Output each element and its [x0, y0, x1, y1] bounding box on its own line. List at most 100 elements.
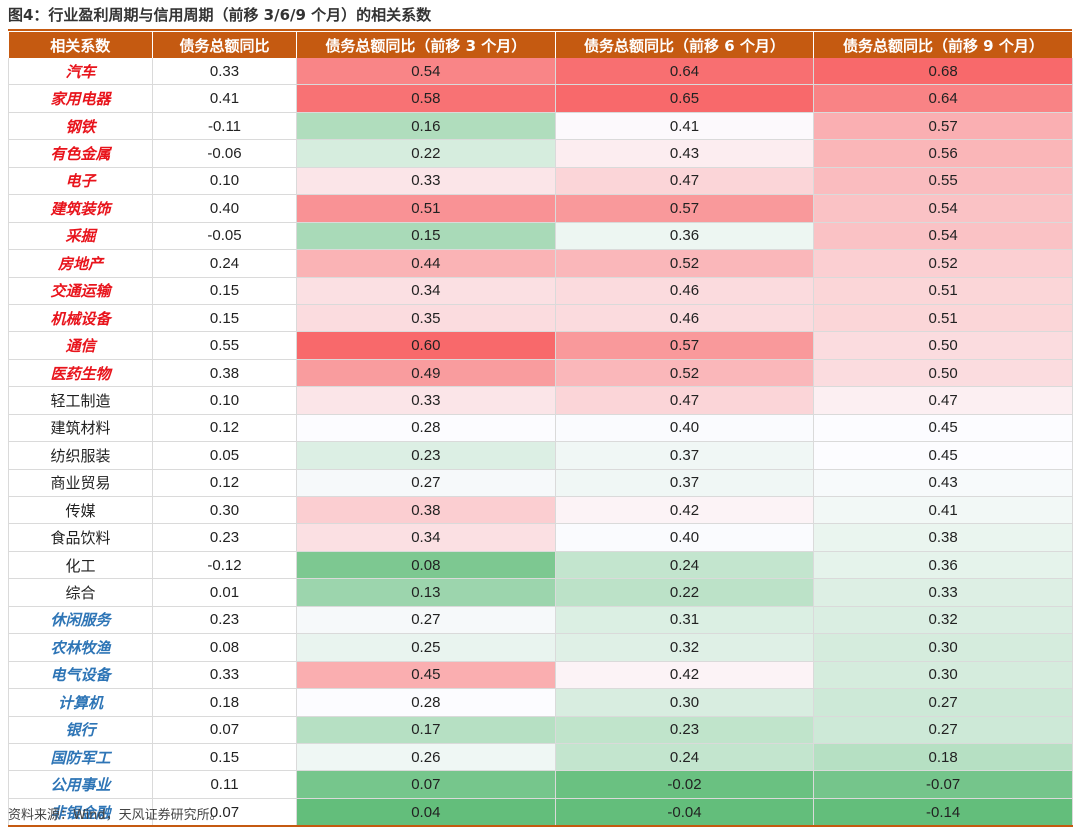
value-debt-yoy-lead-6: 0.57 — [555, 331, 815, 360]
value-debt-yoy-lead-6: 0.32 — [555, 633, 815, 662]
table-row: 建筑装饰 0.40 0.51 0.57 0.54 — [8, 194, 1073, 223]
value-debt-yoy-lead-6: 0.65 — [555, 84, 815, 113]
value-debt-yoy-lead-3: 0.16 — [296, 112, 556, 141]
value-debt-yoy-lead-6: 0.42 — [555, 661, 815, 690]
table-row: 银行 0.07 0.17 0.23 0.27 — [8, 716, 1073, 744]
value-debt-yoy-lead-3: 0.54 — [296, 58, 556, 86]
value-debt-yoy-lead-3: 0.28 — [296, 688, 556, 717]
value-debt-yoy-lead-3: 0.34 — [296, 277, 556, 305]
industry-name: 计算机 — [8, 688, 153, 717]
industry-name: 银行 — [8, 716, 153, 744]
figure-title: 图4：行业盈利周期与信用周期（前移 3/6/9 个月）的相关系数 — [8, 6, 432, 24]
value-debt-yoy-lead-3: 0.15 — [296, 222, 556, 251]
table-row: 电气设备 0.33 0.45 0.42 0.30 — [8, 661, 1073, 690]
value-debt-yoy-lead-3: 0.51 — [296, 194, 556, 223]
industry-name: 通信 — [8, 331, 153, 360]
industry-name: 非银金融 — [8, 798, 153, 828]
table-row: 采掘 -0.05 0.15 0.36 0.54 — [8, 222, 1073, 251]
value-debt-yoy-lead-9: 0.33 — [813, 578, 1073, 607]
value-debt-yoy-lead-6: 0.57 — [555, 194, 815, 223]
value-debt-yoy-lead-3: 0.27 — [296, 469, 556, 498]
value-debt-yoy-lead-3: 0.33 — [296, 167, 556, 196]
value-debt-yoy-lead-6: 0.40 — [555, 523, 815, 552]
value-debt-yoy-lead-9: 0.47 — [813, 386, 1073, 415]
table-row: 计算机 0.18 0.28 0.30 0.27 — [8, 688, 1073, 717]
value-debt-yoy-lead-9: 0.54 — [813, 194, 1073, 223]
value-debt-yoy: 0.12 — [152, 469, 297, 498]
industry-name: 轻工制造 — [8, 386, 153, 415]
value-debt-yoy-lead-9: 0.45 — [813, 441, 1073, 470]
value-debt-yoy-lead-9: 0.18 — [813, 743, 1073, 772]
value-debt-yoy-lead-6: 0.23 — [555, 716, 815, 744]
table-row: 传媒 0.30 0.38 0.42 0.41 — [8, 496, 1073, 525]
value-debt-yoy-lead-3: 0.04 — [296, 798, 556, 828]
value-debt-yoy-lead-9: 0.57 — [813, 112, 1073, 141]
value-debt-yoy-lead-3: 0.08 — [296, 551, 556, 580]
table-row: 非银金融 0.07 0.04 -0.04 -0.14 — [8, 798, 1073, 828]
table-row: 纺织服装 0.05 0.23 0.37 0.45 — [8, 441, 1073, 470]
value-debt-yoy: -0.05 — [152, 222, 297, 251]
value-debt-yoy: 0.40 — [152, 194, 297, 223]
industry-name: 公用事业 — [8, 770, 153, 799]
value-debt-yoy-lead-9: -0.14 — [813, 798, 1073, 828]
value-debt-yoy-lead-6: 0.24 — [555, 551, 815, 580]
value-debt-yoy-lead-6: 0.37 — [555, 441, 815, 470]
industry-name: 汽车 — [8, 58, 153, 86]
value-debt-yoy-lead-3: 0.60 — [296, 331, 556, 360]
industry-name: 采掘 — [8, 222, 153, 251]
value-debt-yoy: 0.07 — [152, 798, 297, 828]
correlation-table: 相关系数 债务总额同比 债务总额同比（前移 3 个月） 债务总额同比（前移 6 … — [8, 32, 1073, 828]
industry-name: 有色金属 — [8, 139, 153, 168]
value-debt-yoy-lead-6: 0.52 — [555, 359, 815, 388]
value-debt-yoy-lead-9: 0.64 — [813, 84, 1073, 113]
value-debt-yoy: 0.15 — [152, 743, 297, 772]
table-row: 农林牧渔 0.08 0.25 0.32 0.30 — [8, 633, 1073, 662]
value-debt-yoy: -0.12 — [152, 551, 297, 580]
value-debt-yoy-lead-6: 0.22 — [555, 578, 815, 607]
value-debt-yoy: 0.23 — [152, 523, 297, 552]
value-debt-yoy-lead-6: 0.24 — [555, 743, 815, 772]
industry-name: 家用电器 — [8, 84, 153, 113]
value-debt-yoy-lead-9: 0.51 — [813, 277, 1073, 305]
value-debt-yoy-lead-3: 0.13 — [296, 578, 556, 607]
value-debt-yoy: 0.07 — [152, 716, 297, 744]
value-debt-yoy-lead-3: 0.45 — [296, 661, 556, 690]
value-debt-yoy: 0.10 — [152, 386, 297, 415]
industry-name: 休闲服务 — [8, 606, 153, 635]
industry-name: 传媒 — [8, 496, 153, 525]
value-debt-yoy-lead-9: 0.30 — [813, 661, 1073, 690]
table-row: 化工 -0.12 0.08 0.24 0.36 — [8, 551, 1073, 580]
table-row: 家用电器 0.41 0.58 0.65 0.64 — [8, 84, 1073, 113]
value-debt-yoy-lead-6: 0.43 — [555, 139, 815, 168]
value-debt-yoy-lead-3: 0.49 — [296, 359, 556, 388]
value-debt-yoy-lead-9: 0.68 — [813, 58, 1073, 86]
industry-name: 综合 — [8, 578, 153, 607]
value-debt-yoy: 0.38 — [152, 359, 297, 388]
value-debt-yoy-lead-6: 0.37 — [555, 469, 815, 498]
value-debt-yoy-lead-3: 0.22 — [296, 139, 556, 168]
value-debt-yoy: 0.15 — [152, 304, 297, 333]
table-row: 机械设备 0.15 0.35 0.46 0.51 — [8, 304, 1073, 333]
industry-name: 房地产 — [8, 249, 153, 278]
industry-name: 机械设备 — [8, 304, 153, 333]
table-row: 休闲服务 0.23 0.27 0.31 0.32 — [8, 606, 1073, 635]
value-debt-yoy-lead-3: 0.27 — [296, 606, 556, 635]
table-row: 钢铁 -0.11 0.16 0.41 0.57 — [8, 112, 1073, 141]
value-debt-yoy-lead-3: 0.44 — [296, 249, 556, 278]
value-debt-yoy-lead-3: 0.23 — [296, 441, 556, 470]
value-debt-yoy-lead-3: 0.25 — [296, 633, 556, 662]
value-debt-yoy-lead-6: 0.40 — [555, 414, 815, 443]
value-debt-yoy: 0.41 — [152, 84, 297, 113]
header-row: 相关系数 债务总额同比 债务总额同比（前移 3 个月） 债务总额同比（前移 6 … — [8, 32, 1073, 58]
table-row: 食品饮料 0.23 0.34 0.40 0.38 — [8, 523, 1073, 552]
value-debt-yoy: 0.08 — [152, 633, 297, 662]
value-debt-yoy-lead-9: 0.30 — [813, 633, 1073, 662]
table-row: 公用事业 0.11 0.07 -0.02 -0.07 — [8, 770, 1073, 799]
title-rule — [8, 29, 1072, 31]
value-debt-yoy-lead-9: 0.54 — [813, 222, 1073, 251]
industry-name: 国防军工 — [8, 743, 153, 772]
value-debt-yoy-lead-9: 0.45 — [813, 414, 1073, 443]
industry-name: 农林牧渔 — [8, 633, 153, 662]
value-debt-yoy: 0.05 — [152, 441, 297, 470]
industry-name: 钢铁 — [8, 112, 153, 141]
